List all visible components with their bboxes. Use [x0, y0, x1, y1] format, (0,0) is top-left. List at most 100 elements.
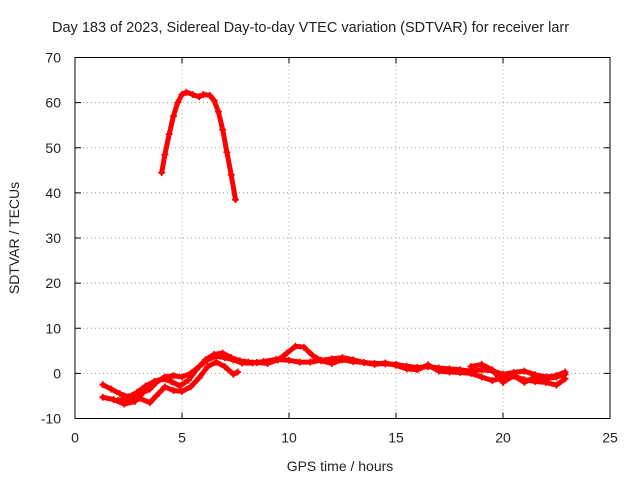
data-point	[210, 96, 218, 104]
data-point	[296, 358, 304, 366]
data-point	[187, 383, 195, 391]
data-point	[542, 375, 550, 383]
data-point	[339, 354, 346, 362]
data-point	[152, 392, 160, 400]
chart-title: Day 183 of 2023, Sidereal Day-to-day VTE…	[52, 20, 569, 36]
data-point	[199, 91, 207, 99]
data-point	[306, 358, 314, 366]
y-tick-label: 20	[45, 275, 61, 291]
data-point	[178, 373, 186, 381]
x-tick-label: 20	[495, 430, 511, 446]
series-lower-band-a	[99, 342, 569, 401]
data-point	[165, 130, 173, 138]
x-axis-label: GPS time / hours	[287, 458, 394, 474]
data-point	[142, 382, 150, 390]
data-point	[219, 126, 227, 134]
series-upper-arc	[158, 88, 239, 204]
data-point	[561, 370, 569, 378]
data-point	[227, 171, 235, 179]
data-point	[249, 359, 257, 367]
data-point	[189, 91, 197, 99]
x-tick-label: 5	[178, 430, 186, 446]
data-point	[488, 366, 496, 374]
data-point	[176, 382, 184, 390]
data-point	[229, 370, 237, 378]
data-point	[467, 363, 475, 371]
data-point	[99, 381, 107, 389]
data-point	[161, 151, 169, 159]
data-point	[328, 355, 336, 363]
data-point	[204, 363, 212, 371]
data-point	[204, 356, 212, 364]
data-point	[478, 360, 486, 368]
data-point	[169, 387, 177, 395]
data-point	[146, 399, 154, 407]
data-point	[182, 88, 190, 96]
series-trace	[468, 361, 568, 385]
data-point	[212, 358, 220, 366]
y-tick-label: 60	[45, 95, 61, 111]
y-tick-label: 10	[45, 320, 61, 336]
data-point	[499, 378, 507, 386]
data-point	[424, 361, 432, 369]
series-lower-band-d	[467, 360, 569, 386]
data-point	[259, 358, 267, 366]
data-point	[392, 361, 400, 369]
data-point	[107, 385, 115, 393]
data-point	[300, 343, 308, 351]
data-point	[169, 372, 177, 380]
data-point	[221, 363, 229, 371]
data-point	[146, 385, 154, 393]
data-point	[229, 356, 237, 364]
data-point	[120, 400, 128, 408]
data-point	[553, 373, 560, 381]
data-point	[520, 378, 528, 386]
data-point	[99, 393, 107, 401]
data-point	[161, 383, 169, 391]
series-trace	[159, 89, 238, 203]
data-point	[360, 359, 368, 367]
data-point	[283, 349, 291, 357]
y-tick-label: -10	[41, 411, 61, 427]
data-point	[158, 169, 166, 177]
data-point	[488, 377, 496, 385]
series-lower-band-c	[114, 358, 242, 407]
data-point	[349, 356, 357, 364]
data-point	[133, 388, 141, 396]
data-point	[161, 373, 169, 381]
data-point	[195, 363, 203, 371]
data-point	[116, 390, 124, 398]
data-point	[139, 388, 147, 396]
data-point	[214, 108, 222, 116]
data-point	[184, 376, 192, 384]
data-point	[152, 378, 160, 386]
y-tick-label: 40	[45, 185, 61, 201]
y-tick-label: 0	[53, 365, 61, 381]
data-point	[125, 394, 132, 402]
data-point	[206, 91, 214, 99]
data-point	[403, 365, 411, 373]
data-point	[510, 372, 518, 380]
data-point	[553, 381, 560, 389]
x-tick-label: 10	[281, 430, 297, 446]
data-point	[187, 369, 195, 377]
data-point	[135, 394, 143, 402]
x-tick-label: 25	[602, 430, 618, 446]
axis-ticks: 0 5 10 15 20 25 -10 0 10 20 30 40 50 60 70	[41, 50, 618, 446]
data-point	[531, 373, 539, 381]
data-point	[381, 359, 389, 367]
data-point	[232, 196, 239, 204]
data-point	[238, 359, 246, 367]
data-point	[174, 99, 182, 107]
y-axis-label: SDTVAR / TECUs	[6, 182, 22, 294]
data-point	[456, 368, 464, 376]
data-point	[371, 360, 379, 368]
data-point	[435, 367, 443, 375]
data-point	[114, 396, 122, 404]
data-point	[478, 373, 486, 381]
data-point	[446, 368, 453, 376]
data-point	[309, 351, 317, 359]
data-point	[178, 91, 186, 99]
